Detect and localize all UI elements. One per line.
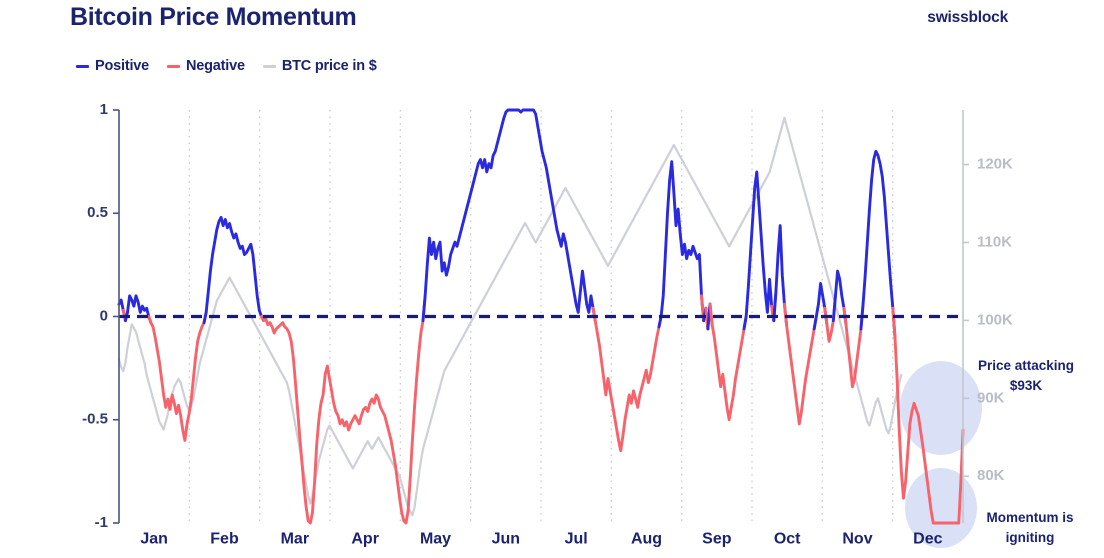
momentum-igniting-annotation-line1: Momentum is	[986, 510, 1073, 525]
momentum-positive-line	[123, 294, 153, 325]
momentum-negative-line	[591, 306, 663, 453]
dash-icon	[76, 64, 89, 68]
dash-icon	[167, 64, 181, 68]
chart-legend: Positive Negative BTC price in $	[76, 58, 377, 74]
y-tick-label-right: 120K	[977, 156, 1013, 173]
price-attacking-annotation-line2: $93K	[1010, 378, 1043, 393]
x-tick-label-dec: Dec	[913, 530, 942, 547]
momentum-positive-line	[742, 170, 776, 331]
momentum-negative-line	[891, 306, 965, 525]
legend-label-positive: Positive	[95, 58, 150, 74]
momentum-positive-line	[859, 149, 897, 339]
legend-item-btc-price[interactable]: BTC price in $	[262, 58, 377, 74]
y-tick-label-left: 1	[100, 101, 108, 118]
x-tick-label-apr: Apr	[351, 530, 379, 547]
x-tick-label-jul: Jul	[565, 530, 588, 547]
momentum-igniting-annotation-line2: igniting	[1006, 530, 1055, 545]
legend-label-negative: Negative	[186, 58, 245, 74]
x-tick-label-sep: Sep	[702, 530, 732, 547]
x-tick-label-nov: Nov	[842, 530, 872, 547]
y-tick-label-left: -1	[95, 514, 108, 531]
momentum-negative-line	[782, 302, 818, 426]
momentum-positive-line	[657, 160, 706, 329]
legend-item-positive[interactable]: Positive	[76, 58, 149, 74]
page-title: Bitcoin Price Momentum	[70, 3, 357, 31]
momentum-negative-line	[147, 310, 208, 442]
y-tick-label-left: 0.5	[87, 204, 108, 221]
y-tick-label-right: 80K	[977, 467, 1005, 484]
momentum-positive-line	[421, 108, 597, 323]
x-tick-label-jan: Jan	[140, 530, 168, 547]
x-tick-label-feb: Feb	[210, 530, 239, 547]
y-tick-label-left: -0.5	[82, 411, 108, 428]
momentum-highlight-ellipse	[905, 468, 977, 548]
x-tick-label-mar: Mar	[281, 530, 309, 547]
x-tick-label-aug: Aug	[631, 530, 662, 547]
price-attacking-annotation-line1: Price attacking	[978, 358, 1074, 373]
momentum-negative-line	[842, 302, 865, 389]
x-tick-label-oct: Oct	[774, 530, 801, 547]
legend-item-negative[interactable]: Negative	[167, 58, 245, 74]
y-tick-label-right: 100K	[977, 311, 1013, 328]
momentum-negative-line	[708, 302, 748, 422]
btc-price-line	[117, 116, 903, 517]
y-tick-label-right: 110K	[977, 233, 1012, 250]
legend-label-btc-price: BTC price in $	[281, 58, 377, 74]
y-tick-label-left: 0	[100, 307, 108, 324]
dash-icon	[262, 64, 276, 68]
momentum-negative-line	[259, 294, 427, 525]
momentum-positive-line	[202, 215, 266, 325]
x-tick-label-may: May	[420, 530, 451, 547]
brand-logo: swissblock	[927, 9, 1008, 26]
momentum-positive-line	[812, 282, 829, 331]
y-tick-label-right: 90K	[977, 389, 1005, 406]
x-tick-label-jun: Jun	[492, 530, 520, 547]
